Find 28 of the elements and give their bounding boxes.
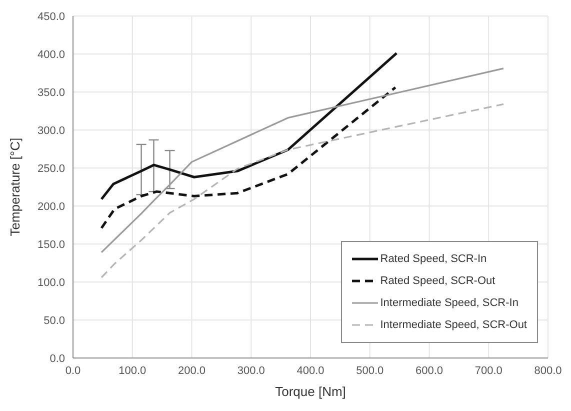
y-axis-title: Temperature [°C] <box>8 138 23 236</box>
x-tick-label: 600.0 <box>415 364 444 377</box>
line-series <box>100 68 504 254</box>
x-tick-label: 800.0 <box>534 364 562 377</box>
x-tick-label: 0.0 <box>65 364 81 377</box>
legend-label: Rated Speed, SCR-In <box>380 253 487 265</box>
y-tick-label: 300.0 <box>37 124 65 137</box>
x-tick-label: 400.0 <box>296 364 324 377</box>
y-tick-label: 250.0 <box>37 162 65 175</box>
legend-label: Intermediate Speed, SCR-In <box>380 297 518 309</box>
y-tick-label: 150.0 <box>37 238 65 251</box>
y-tick-label: 350.0 <box>37 86 65 99</box>
x-tick-label: 300.0 <box>237 364 265 377</box>
line-series <box>100 52 398 200</box>
legend-label: Rated Speed, SCR-Out <box>380 275 496 287</box>
x-tick-label: 100.0 <box>118 364 146 377</box>
legend-label: Intermediate Speed, SCR-Out <box>380 319 527 331</box>
line-series <box>100 86 397 230</box>
y-tick-label: 200.0 <box>37 200 65 213</box>
y-tick-label: 0.0 <box>50 352 65 365</box>
x-tick-label: 700.0 <box>474 364 502 377</box>
x-tick-label: 500.0 <box>356 364 384 377</box>
y-tick-label: 400.0 <box>37 48 65 61</box>
x-axis-title: Torque [Nm] <box>275 384 346 399</box>
y-tick-label: 100.0 <box>37 276 65 289</box>
y-tick-label: 50.0 <box>44 314 65 327</box>
x-tick-label: 200.0 <box>178 364 206 377</box>
y-tick-label: 450.0 <box>37 10 65 23</box>
